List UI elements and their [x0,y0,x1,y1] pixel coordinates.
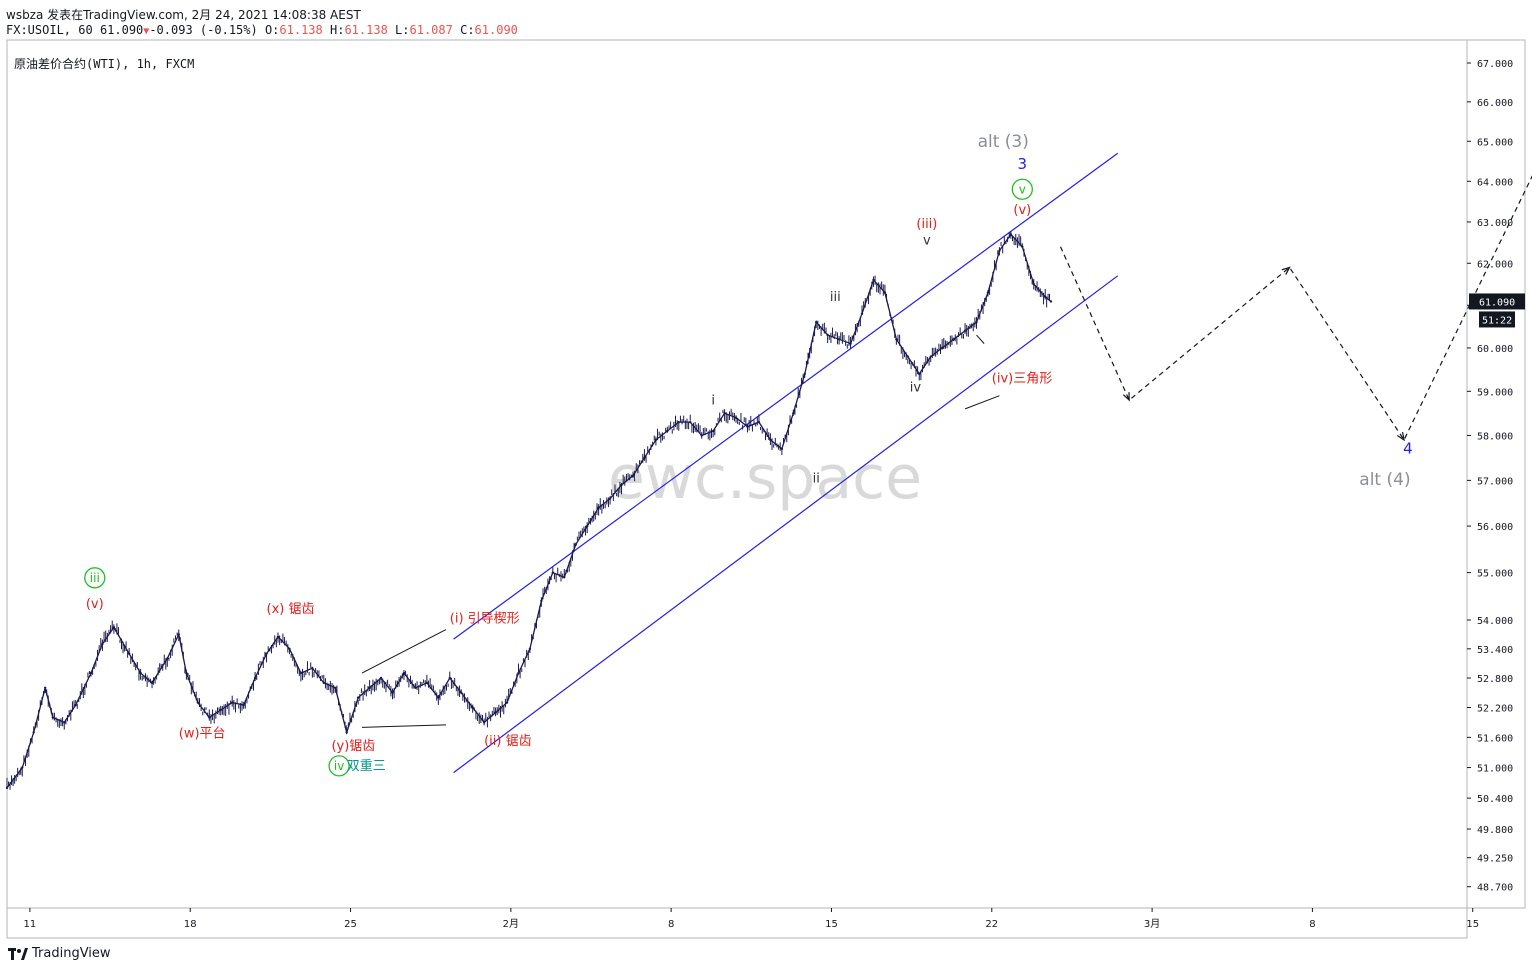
down-triangle-icon: ▼ [143,26,150,37]
price-tick-label: 51.000 [1477,764,1513,775]
time-tick-label: 25 [344,919,357,930]
author-line: wsbza 发表在TradingView.com, 2月 24, 2021 14… [6,6,361,23]
pattern-line [361,629,447,674]
chart-title: 原油差价合约(WTI), 1h, FXCM [14,57,195,71]
price-tick-label: 58.000 [1477,431,1513,442]
wave-label: 3 [1018,155,1028,173]
wave-label: 4 [1403,439,1413,457]
price-tick-label: 56.000 [1477,522,1513,533]
price-tick-label: 67.000 [1477,59,1513,70]
open-value: 61.138 [279,23,323,37]
tradingview-brand: TradingView [32,946,111,961]
price-tick-label: 49.800 [1477,825,1513,836]
ohlc-line: FX:USOIL, 60 61.090▼-0.093 (-0.15%) O:61… [6,23,518,37]
symbol-text: FX:USOIL, 60 [6,23,93,37]
wave-label: iv [334,759,344,773]
price-series [5,231,1053,790]
wave-label: alt (3) [978,132,1029,152]
price-axis-frame [1466,39,1526,909]
time-tick-label: 8 [668,919,674,930]
low-label: L: [395,23,410,37]
wave-label: (w)平台 [179,726,226,741]
price-tick-label: 65.000 [1477,137,1513,148]
last-price: 61.090 [99,23,144,37]
time-axis-frame [6,907,1468,939]
wave-label-circle [328,755,350,777]
wave-label: (x) 锯齿 [267,602,315,617]
wave-label: (v) [1013,203,1031,218]
time-tick-label: 15 [1466,919,1479,930]
wave-label: (iii) [916,217,937,232]
wave-label-circle [84,567,106,589]
wave-label: ii [813,472,820,487]
countdown-tag-label: 51:22 [1482,315,1512,326]
channel-line [453,152,1119,640]
time-tick-label: 2月 [503,918,519,930]
price-tick-label: 63.000 [1477,218,1513,229]
projection-path [1059,175,1532,442]
channel-line [453,275,1119,774]
open-label: O: [264,23,280,37]
price-tick-label: 52.800 [1477,674,1513,685]
price-tick-label: 49.250 [1477,854,1513,865]
wave-label: iii [830,290,841,305]
wave-label: (i) 引导楔形 [450,611,520,626]
projection-arrowhead [1397,431,1405,442]
low-value: 61.087 [409,23,453,37]
wave-label: (y)锯齿 [331,739,375,754]
wave-label: iii [90,571,100,585]
high-value: 61.138 [344,23,388,37]
last-price-tag-label: 61.090 [1479,297,1515,308]
author-text: wsbza 发表在TradingView.com, 2月 24, 2021 14… [6,8,361,22]
price-tick-label: 57.000 [1477,476,1513,487]
price-tick-label: 50.400 [1477,794,1513,805]
price-tick-label: 62.000 [1477,259,1513,270]
wave-label: alt (4) [1359,470,1410,490]
time-tick-label: 8 [1309,919,1315,930]
wave-label-circle [1011,178,1033,200]
change-percent: (-0.15%) [199,23,258,37]
wave-label: iv [910,380,922,395]
watermark: ewc.space [608,443,922,513]
price-tick-label: 66.000 [1477,98,1513,109]
price-tick-label: 48.700 [1477,883,1513,894]
close-label: C: [460,23,475,37]
last-price-tag [1469,293,1525,310]
pattern-line [361,724,446,728]
time-tick-label: 11 [24,919,37,930]
wave-label: (v) [86,597,104,612]
projection-arrowhead [1281,266,1291,275]
price-tick-label: 54.000 [1477,616,1513,627]
price-tick-label: 64.000 [1477,177,1513,188]
projection-arrowhead [1122,392,1130,402]
wave-label: i [711,393,715,408]
price-tick-label: 51.600 [1477,733,1513,744]
wave-label: v [923,234,931,249]
time-tick-label: 3月 [1144,918,1160,930]
price-tick-label: 59.000 [1477,387,1513,398]
pattern-line [964,395,1000,410]
wave-label: 双重三 [347,758,386,774]
wave-label: v [1019,182,1026,196]
pattern-line [976,334,985,344]
wave-label: (iv)三角形 [992,372,1052,387]
tradingview-footer[interactable]: TradingView [8,946,111,961]
time-tick-label: 18 [184,919,197,930]
countdown-tag [1479,311,1515,328]
high-label: H: [330,23,345,37]
price-tick-label: 60.000 [1477,344,1513,355]
price-tick-label: 52.200 [1477,704,1513,715]
tradingview-logo-icon [8,947,28,960]
price-tick-label: 55.000 [1477,569,1513,580]
time-tick-label: 22 [985,919,998,930]
close-value: 61.090 [474,23,518,37]
change-value: -0.093 [149,23,193,37]
time-tick-label: 15 [825,919,838,930]
price-tick-label: 53.400 [1477,645,1513,656]
wave-label: (ii) 锯齿 [484,734,531,749]
